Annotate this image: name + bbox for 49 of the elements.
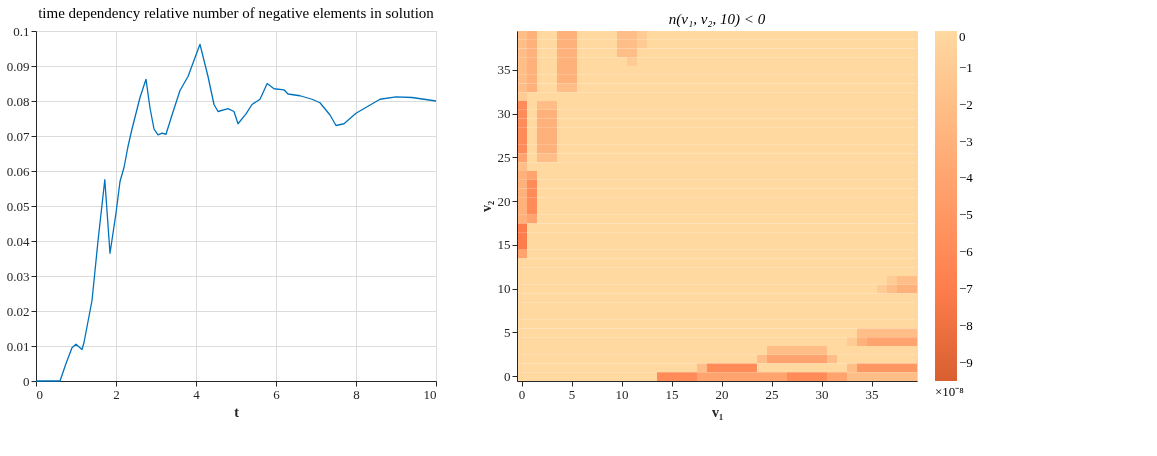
x-tick-label: 5 <box>568 386 576 402</box>
chart-title: time dependency relative number of negative elements in solution <box>38 5 435 21</box>
x-tick-label: 2 <box>113 386 120 402</box>
x-tick-label: 10 <box>615 386 629 402</box>
x-axis-title: t <box>234 404 240 420</box>
y-tick-label: 0.06 <box>6 163 30 179</box>
y-tick-label: 0.05 <box>6 198 30 214</box>
y-axis-title: v₂ <box>478 200 494 213</box>
y-tick-label: 25 <box>497 149 511 165</box>
x-tick-label: 4 <box>193 386 201 402</box>
x-tick-label: 30 <box>815 386 829 402</box>
y-tick-label: 35 <box>497 62 511 78</box>
x-tick-label: 20 <box>715 386 729 402</box>
y-tick-label: 0.04 <box>6 233 30 249</box>
x-tick-label: 6 <box>273 386 281 402</box>
y-tick-label: 0 <box>504 368 511 384</box>
color-bar-label: −5 <box>959 207 973 223</box>
y-tick-label: 0.08 <box>6 93 30 109</box>
y-tick-label: 0.01 <box>6 338 30 354</box>
y-tick-label: 0.03 <box>6 268 30 284</box>
color-bar-label: −3 <box>959 133 973 149</box>
color-bar-label: −9 <box>959 354 973 370</box>
y-tick-label: 0 <box>23 373 30 389</box>
y-tick-label: 15 <box>497 237 511 253</box>
x-tick-label: 0 <box>36 386 43 402</box>
y-tick-label: 10 <box>497 281 511 297</box>
color-bar-label: 0 <box>959 29 966 44</box>
color-bar-title: ×10⁻⁸ <box>935 384 965 399</box>
y-tick-label: 30 <box>497 106 511 122</box>
x-tick-label: 25 <box>765 386 779 402</box>
y-tick-label: 20 <box>497 193 511 209</box>
color-bar-label: −2 <box>959 96 973 112</box>
y-tick-label: 0.09 <box>6 58 30 74</box>
y-tick-label: 0.02 <box>6 303 30 319</box>
y-tick-label: 0.1 <box>13 23 30 39</box>
y-tick-label: 0.07 <box>6 128 30 144</box>
color-bar-label: −7 <box>959 280 974 296</box>
y-tick-label: 5 <box>504 324 511 340</box>
x-tick-label: 10 <box>423 386 437 402</box>
x-tick-label: 8 <box>353 386 360 402</box>
x-tick-label: 35 <box>865 386 879 402</box>
color-bar-label: −4 <box>959 170 974 186</box>
chart-title: n(v₁, v₂, 10) < 0 <box>668 11 766 28</box>
color-bar-label: −1 <box>959 59 973 75</box>
color-bar-label: −6 <box>959 244 974 260</box>
x-tick-label: 15 <box>665 386 679 402</box>
x-tick-label: 0 <box>518 386 526 402</box>
x-axis-title: v₁ <box>711 404 724 420</box>
color-bar-label: −8 <box>959 317 973 333</box>
